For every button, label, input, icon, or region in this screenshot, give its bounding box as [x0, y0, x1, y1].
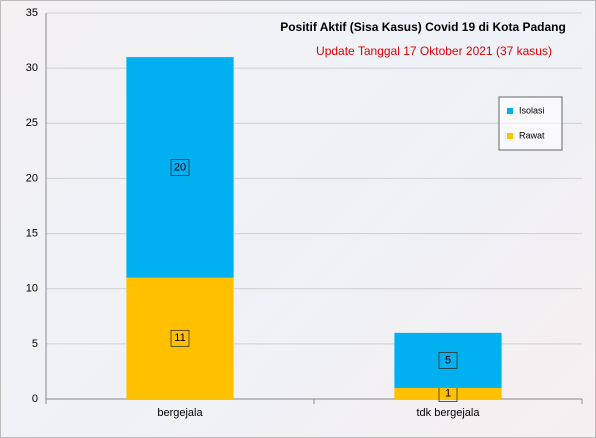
y-tick-label: 25 — [26, 117, 38, 129]
chart-subtitle: Update Tanggal 17 Oktober 2021 (37 kasus… — [316, 44, 552, 58]
bar — [126, 277, 234, 399]
data-label-box — [438, 351, 458, 369]
bar — [394, 387, 502, 399]
x-tick-label: tdk bergejala — [417, 407, 481, 419]
y-tick-label: 35 — [26, 7, 38, 19]
data-label: 20 — [174, 161, 186, 173]
x-tick-label: bergejala — [157, 407, 203, 419]
y-tick-label: 20 — [26, 172, 38, 184]
legend-box — [498, 96, 563, 151]
legend-label: Rawat — [519, 130, 545, 140]
legend-swatch — [507, 108, 513, 114]
y-tick-label: 0 — [32, 393, 38, 405]
bar — [394, 332, 502, 388]
y-tick-label: 30 — [26, 62, 38, 74]
data-label: 11 — [174, 332, 185, 344]
data-label: 5 — [445, 354, 451, 366]
data-label-box — [170, 158, 190, 176]
data-label: 1 — [445, 387, 451, 399]
chart-title: Positif Aktif (Sisa Kasus) Covid 19 di K… — [280, 20, 566, 34]
y-tick-label: 5 — [32, 338, 38, 350]
y-tick-label: 15 — [26, 227, 38, 239]
y-tick-label: 10 — [26, 283, 38, 295]
legend-label: Isolasi — [519, 105, 545, 115]
data-label-box — [170, 329, 190, 347]
legend-swatch — [507, 133, 513, 139]
bar — [126, 57, 234, 278]
